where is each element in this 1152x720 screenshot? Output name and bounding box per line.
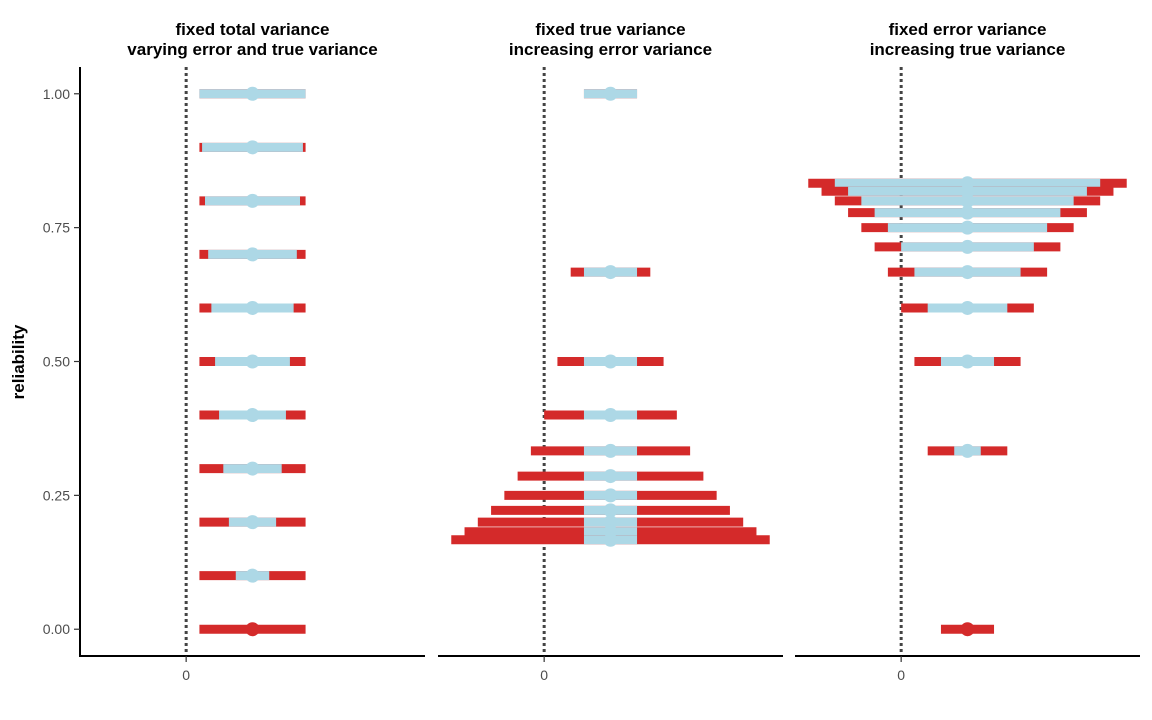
center-point [245, 622, 260, 637]
center-point [245, 408, 260, 423]
panel-title-line2: increasing error variance [509, 40, 712, 59]
center-point [603, 265, 618, 280]
center-point [960, 205, 975, 220]
y-axis: 0.00 0.25 0.50 0.75 1.00 [43, 67, 81, 657]
y-tick-label: 1.00 [43, 86, 70, 102]
center-point [603, 354, 618, 369]
x-tick-label: 0 [182, 667, 190, 683]
center-point [960, 354, 975, 369]
panel-title-line2: varying error and true variance [127, 40, 377, 59]
center-point [245, 461, 260, 476]
center-point [960, 239, 975, 254]
center-point [245, 515, 260, 530]
center-point [960, 622, 975, 637]
y-tick-label: 0.00 [43, 621, 70, 637]
center-point [245, 86, 260, 101]
panel-title-line1: fixed error variance [889, 20, 1047, 39]
center-point [603, 408, 618, 423]
y-tick-label: 0.75 [43, 220, 70, 236]
center-point [960, 300, 975, 315]
panel-title-line1: fixed total variance [175, 20, 329, 39]
center-point [245, 300, 260, 315]
center-point [603, 515, 618, 530]
center-point [960, 184, 975, 199]
center-point [603, 86, 618, 101]
y-tick-label: 0.50 [43, 354, 70, 370]
center-point [245, 568, 260, 583]
center-point [960, 220, 975, 235]
center-point [603, 488, 618, 503]
center-point [245, 247, 260, 262]
panel-title-line1: fixed true variance [535, 20, 685, 39]
center-point [603, 532, 618, 547]
center-point [245, 193, 260, 208]
center-point [245, 354, 260, 369]
center-point [245, 140, 260, 155]
center-point [603, 469, 618, 484]
center-point [603, 443, 618, 458]
center-point [960, 443, 975, 458]
center-point [960, 265, 975, 280]
y-tick-label: 0.25 [43, 487, 70, 503]
x-tick-label: 0 [540, 667, 548, 683]
y-axis-title: reliability [9, 324, 28, 399]
center-point [960, 193, 975, 208]
center-point [603, 503, 618, 518]
x-tick-label: 0 [897, 667, 905, 683]
panel-title-line2: increasing true variance [870, 40, 1066, 59]
